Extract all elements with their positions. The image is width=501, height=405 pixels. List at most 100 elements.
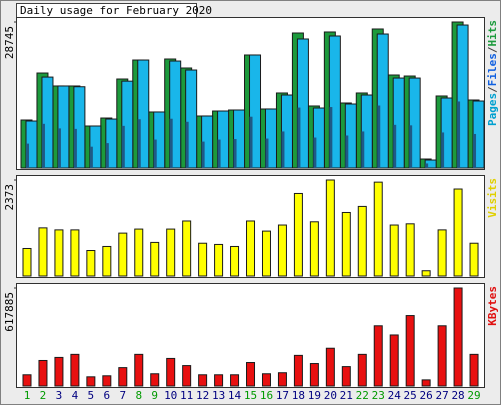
bar [265,138,269,168]
bar [38,359,48,387]
bar [249,54,262,169]
x-tick-label: 29 [467,389,480,402]
legend-separator: / [486,46,499,53]
bar [166,228,176,277]
bar [325,347,335,387]
x-tick-label: 23 [372,389,385,402]
x-tick-label: 17 [276,389,289,402]
bar [73,86,86,169]
x-tick-label: 12 [196,389,209,402]
bar [169,60,182,169]
bar [341,211,351,277]
legend-entry: KBytes [486,286,499,326]
bar [249,116,253,168]
bar [214,374,224,387]
x-tick-label: 15 [244,389,257,402]
bar [73,128,77,168]
bar [373,325,383,387]
y-tick-label: 2373 [3,184,16,211]
bar [22,247,32,277]
bar [441,132,445,168]
bar [246,220,256,277]
bar [102,375,112,387]
bar [201,141,205,168]
bar [469,353,479,387]
bar [325,179,335,277]
x-tick-label: 5 [88,389,95,402]
x-tick-label: 28 [451,389,464,402]
bar [453,188,463,277]
bar [373,181,383,277]
bar [137,119,141,168]
x-tick-label: 4 [72,389,79,402]
bar [102,245,112,277]
x-tick-label: 19 [308,389,321,402]
bar [217,110,230,169]
x-tick-label: 6 [104,389,111,402]
bar [22,374,32,387]
x-tick-label: 24 [388,389,402,402]
bar [357,353,367,387]
bar [341,366,351,387]
bar [166,357,176,387]
bar [293,192,303,277]
bar [313,137,317,168]
bar [214,243,224,277]
bar [198,242,208,277]
x-tick-label: 16 [260,389,273,402]
bar [185,121,189,168]
bar [293,354,303,387]
bar [217,139,221,168]
legend-entry: Visits [486,178,499,218]
bar [393,124,397,168]
bar [182,365,192,387]
y-tick-label: 617885 [3,292,16,332]
bar [41,123,45,168]
bar [118,367,128,387]
legend: Visits [486,178,499,218]
bar [453,287,463,387]
bar [86,376,96,387]
bar [54,356,64,387]
legend: KBytes [486,286,499,326]
x-tick-label: 26 [420,389,433,402]
legend: Pages/Files/Hits [486,20,499,126]
bar [26,143,29,168]
legend-separator: / [486,86,499,93]
bar [233,109,246,169]
bar [54,229,64,277]
bar [469,242,479,277]
bar [357,205,367,277]
bar [328,35,341,169]
x-tick-label: 25 [404,389,417,402]
bar [389,334,399,387]
bar [41,76,54,169]
bar [437,229,447,277]
bar [361,131,365,168]
x-tick-label: 8 [135,389,142,402]
x-tick-label: 14 [228,389,242,402]
bar [121,125,125,168]
x-tick-label: 11 [180,389,193,402]
bar [456,24,469,169]
bar [296,38,309,169]
bar [329,107,333,168]
bar [376,33,389,169]
bar [121,80,134,169]
bar [264,108,277,169]
bar [437,325,447,387]
bar [153,139,157,168]
x-tick-label: 18 [292,389,305,402]
bar [182,220,192,277]
bar [70,353,80,387]
bar [261,373,271,387]
bar [230,374,240,387]
x-tick-label: 13 [212,389,225,402]
bar [473,133,477,168]
bar [169,118,173,168]
bar [409,125,413,168]
bar [134,228,144,277]
bar [421,379,431,387]
bar [421,270,431,277]
legend-entry: Pages [486,93,499,126]
